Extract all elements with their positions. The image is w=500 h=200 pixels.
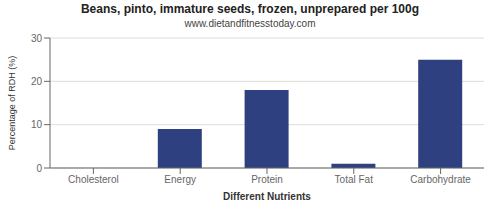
html-text:Beans, pinto, immature seeds,: Beans, pinto, immature seeds, frozen, un… — [81, 2, 419, 16]
svg-text:Carbohydrate: Carbohydrate — [410, 174, 471, 185]
svg-text:Protein: Protein — [251, 174, 283, 185]
svg-text:30: 30 — [31, 33, 43, 44]
svg-text:20: 20 — [31, 76, 43, 87]
svg-text:0: 0 — [36, 163, 42, 174]
svg-text:Percentage of RDH (%): Percentage of RDH (%) — [8, 56, 17, 151]
svg-text:Cholesterol: Cholesterol — [68, 174, 119, 185]
html-text:www.dietandfitnesstoday.com: www.dietandfitnesstoday.com — [184, 18, 316, 29]
svg-text:Different Nutrients: Different Nutrients — [223, 191, 311, 200]
svg-text:Energy: Energy — [164, 174, 196, 185]
svg-text:10: 10 — [31, 119, 43, 130]
svg-text:Total Fat: Total Fat — [335, 174, 374, 185]
